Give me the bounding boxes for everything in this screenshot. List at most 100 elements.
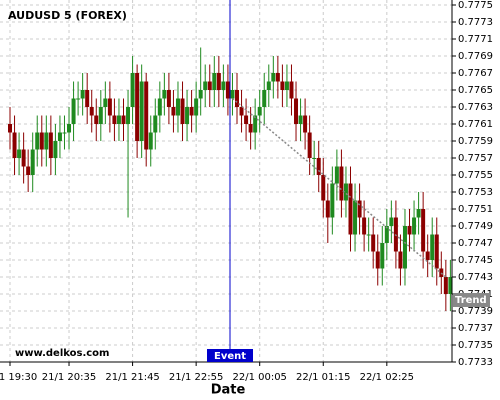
candle-body: [298, 115, 303, 124]
candle-body: [62, 132, 67, 134]
candle-body: [366, 234, 371, 236]
candle-body: [362, 217, 367, 235]
trend-label-box: [453, 293, 490, 307]
candle-body: [76, 98, 81, 100]
candle-body: [203, 81, 208, 90]
candle-body: [126, 107, 131, 124]
y-tick-label: 0.7775: [458, 0, 493, 11]
candle-body: [421, 209, 426, 252]
candle-body: [221, 81, 226, 90]
y-tick-label: 0.7767: [458, 68, 493, 79]
candle-body: [67, 124, 72, 133]
candle-body: [371, 234, 376, 252]
candle-body: [98, 107, 103, 124]
candle-body: [416, 209, 421, 218]
y-tick-label: 0.7735: [458, 340, 493, 351]
candle-body: [244, 115, 249, 124]
candle-body: [284, 81, 289, 90]
candle-body: [71, 98, 76, 124]
watermark: www.delkos.com: [15, 348, 109, 359]
candle-body: [248, 124, 253, 133]
candle-body: [8, 124, 12, 133]
candle-body: [443, 277, 448, 294]
candle-body: [30, 149, 35, 175]
candle-body: [35, 132, 40, 150]
y-tick-label: 0.7765: [458, 85, 493, 96]
candle-body: [425, 251, 430, 260]
candle-body: [212, 73, 217, 90]
chart-title: AUDUSD 5 (FOREX): [8, 9, 127, 22]
x-tick-label: 21/1 21:45: [105, 372, 159, 383]
candle-body: [402, 226, 407, 269]
candle-body: [139, 81, 144, 141]
candle-body: [189, 107, 194, 116]
candle-body: [103, 98, 108, 107]
candle-body: [12, 132, 17, 158]
y-tick-label: 0.7753: [458, 187, 493, 198]
candle-body: [448, 277, 453, 294]
candle-body: [375, 251, 380, 269]
y-tick-label: 0.7733: [458, 357, 493, 368]
plot-area: [0, 0, 452, 362]
y-tick-label: 0.7737: [458, 323, 493, 334]
candle-body: [412, 217, 417, 235]
candle-body: [107, 98, 112, 116]
candle-body: [262, 90, 267, 107]
candle-body: [135, 73, 140, 141]
candle-body: [207, 81, 212, 90]
candle-body: [307, 132, 312, 158]
y-tick-label: 0.7771: [458, 34, 493, 45]
candle-body: [116, 115, 121, 124]
candle-body: [148, 132, 153, 150]
y-tick-label: 0.7751: [458, 204, 493, 215]
candle-body: [44, 132, 49, 150]
candle-body: [316, 158, 321, 175]
candle-body: [39, 132, 44, 150]
candle-body: [157, 98, 162, 116]
trend-label: Trend: [455, 295, 487, 306]
candle-body: [339, 166, 344, 201]
y-tick-label: 0.7743: [458, 272, 493, 283]
y-tick-label: 0.7773: [458, 17, 493, 28]
y-tick-label: 0.7745: [458, 255, 493, 266]
candle-body: [312, 158, 317, 159]
candle-body: [21, 149, 26, 167]
candle-body: [85, 90, 90, 107]
candle-body: [357, 200, 362, 218]
candle-body: [439, 268, 444, 277]
candle-body: [94, 115, 99, 124]
y-tick-label: 0.7757: [458, 153, 493, 164]
y-tick-label: 0.7759: [458, 136, 493, 147]
candle-body: [398, 251, 403, 269]
candle-body: [235, 90, 239, 107]
candle-body: [175, 98, 180, 116]
candle-body: [57, 132, 62, 141]
y-tick-label: 0.7739: [458, 306, 493, 317]
y-tick-label: 0.7763: [458, 102, 493, 113]
candle-body: [353, 200, 358, 235]
candle-body: [348, 183, 353, 235]
candle-body: [334, 166, 339, 184]
candle-body: [162, 90, 167, 99]
candle-body: [17, 149, 22, 158]
candle-body: [289, 81, 294, 99]
candle-body: [185, 107, 190, 124]
candle-body: [166, 90, 171, 107]
event-label: Event: [214, 351, 246, 362]
candle-body: [26, 166, 31, 175]
candle-body: [225, 81, 230, 99]
candle-body: [230, 90, 235, 99]
candle-body: [121, 115, 126, 124]
candle-body: [280, 81, 285, 90]
x-tick-label: 21/1 20:35: [42, 372, 96, 383]
candle-body: [171, 107, 176, 116]
candle-body: [130, 73, 135, 107]
candle-body: [321, 175, 326, 201]
candle-body: [194, 98, 199, 116]
candle-body: [198, 90, 203, 99]
candle-body: [80, 90, 85, 99]
candle-body: [380, 243, 385, 269]
candle-body: [48, 132, 53, 158]
candle-body: [253, 115, 258, 133]
